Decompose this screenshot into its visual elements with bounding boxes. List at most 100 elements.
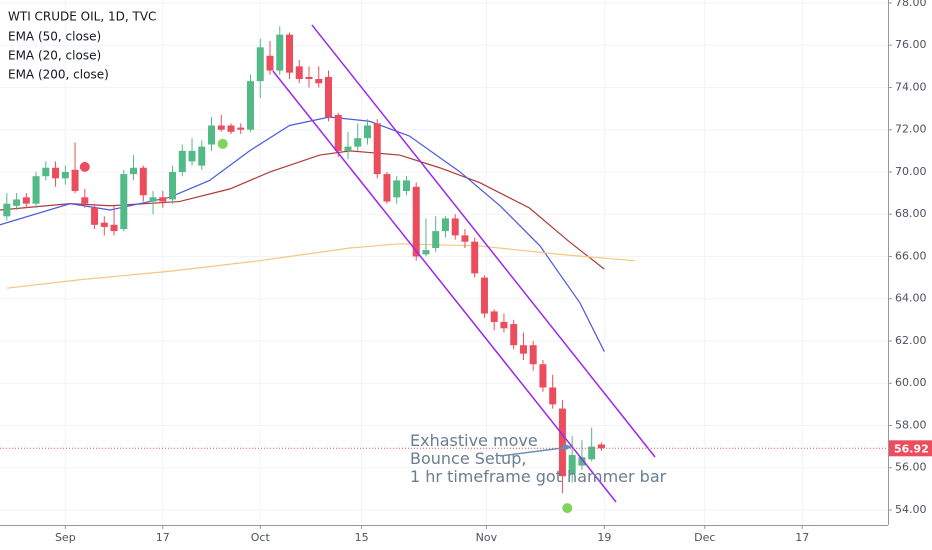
legend-entry: EMA (50, close) (8, 30, 101, 44)
signal-marker (79, 161, 90, 172)
candle-body (412, 186, 420, 257)
arrow-head (563, 443, 572, 451)
candle-body (363, 125, 371, 139)
annotation: Bounce Setup, (410, 449, 526, 468)
y-tick-label: 72.00 (895, 123, 927, 136)
candle-body (354, 138, 362, 147)
y-tick-label: 64.00 (895, 292, 927, 305)
candle-body (286, 34, 294, 73)
candle-body (529, 345, 537, 365)
x-tick-label: 17 (795, 531, 809, 544)
candle-body (510, 324, 518, 346)
candle-body (188, 150, 196, 162)
signal-marker (562, 503, 573, 514)
legend-entry: EMA (200, close) (8, 68, 109, 82)
candle-body (422, 250, 430, 255)
candle-body (217, 125, 225, 130)
candle-body (22, 197, 30, 204)
candle-body (519, 345, 527, 354)
candle-body (441, 218, 449, 232)
x-tick-label: 15 (355, 531, 369, 544)
candle-body (120, 174, 128, 230)
candle-body (334, 114, 342, 151)
candle-body (178, 150, 186, 172)
candle-body (305, 76, 313, 80)
candle-body (71, 169, 79, 191)
y-tick-label: 70.00 (895, 165, 927, 178)
candle-body (324, 76, 332, 118)
candle-body (549, 387, 557, 405)
candle-body (13, 199, 21, 206)
y-tick-label: 56.00 (895, 461, 927, 474)
candle-body (578, 457, 586, 466)
candle-body (247, 81, 255, 130)
candle-body (471, 241, 479, 274)
candle-body (100, 222, 108, 227)
ema-line (6, 243, 635, 289)
y-tick-label: 58.00 (895, 418, 927, 431)
candle-body (315, 79, 323, 84)
candle-body (588, 446, 596, 460)
candle-body (130, 167, 138, 175)
candle-body (451, 218, 459, 236)
annotation: Exhastive move (410, 431, 538, 450)
x-tick-label: 17 (156, 531, 170, 544)
candle-body (110, 224, 118, 232)
x-tick-label: Oct (251, 531, 271, 544)
y-tick-label: 76.00 (895, 38, 927, 51)
candle-body (159, 197, 167, 202)
y-tick-label: 74.00 (895, 80, 927, 93)
candle-body (237, 127, 245, 130)
candle-body (393, 180, 401, 198)
candle-body (344, 146, 352, 151)
candle-body (266, 55, 274, 71)
last-price-label: 56.92 (894, 442, 929, 455)
arrow-line (499, 446, 571, 457)
candle-body (32, 176, 40, 204)
candle-body (383, 174, 391, 202)
x-tick-label: Dec (694, 531, 715, 544)
channel-line (272, 70, 617, 503)
signal-marker (217, 138, 228, 149)
x-tick-label: Sep (55, 531, 76, 544)
candle-body (256, 47, 264, 82)
candle-body (169, 171, 177, 200)
y-tick-label: 54.00 (895, 503, 927, 516)
candle-body (432, 231, 440, 249)
candle-body (208, 125, 216, 145)
candle-body (276, 34, 284, 71)
candle-body (568, 455, 576, 475)
candle-body (3, 203, 11, 217)
annotation-arrow (499, 443, 572, 457)
candle-body (539, 364, 547, 388)
chart-title: WTI CRUDE OIL, 1D, TVC (8, 10, 156, 24)
candle-body (597, 444, 605, 449)
candle-body (500, 321, 508, 329)
candle-body (461, 235, 469, 242)
channel-line (311, 24, 656, 458)
x-tick-label: Nov (476, 531, 498, 544)
candle-body (91, 207, 99, 225)
last-price-tag (889, 440, 932, 457)
legend-entry: EMA (20, close) (8, 49, 101, 63)
y-tick-label: 66.00 (895, 249, 927, 262)
candle-body (149, 197, 157, 202)
candle-body (198, 146, 206, 166)
candle-body (42, 167, 50, 177)
candle-body (490, 311, 498, 322)
candle-body (52, 167, 60, 179)
candle-body (61, 171, 69, 179)
x-tick-label: 19 (597, 531, 611, 544)
candle-body (295, 66, 303, 80)
y-tick-label: 68.00 (895, 207, 927, 220)
candle-body (227, 125, 235, 132)
y-tick-label: 78.00 (895, 0, 927, 9)
candle-body (139, 167, 147, 196)
candle-body (402, 180, 410, 191)
annotation: 1 hr timeframe got hammer bar (410, 467, 667, 486)
candle-body (373, 123, 381, 175)
candle-body (558, 408, 566, 477)
candle-body (81, 197, 89, 204)
